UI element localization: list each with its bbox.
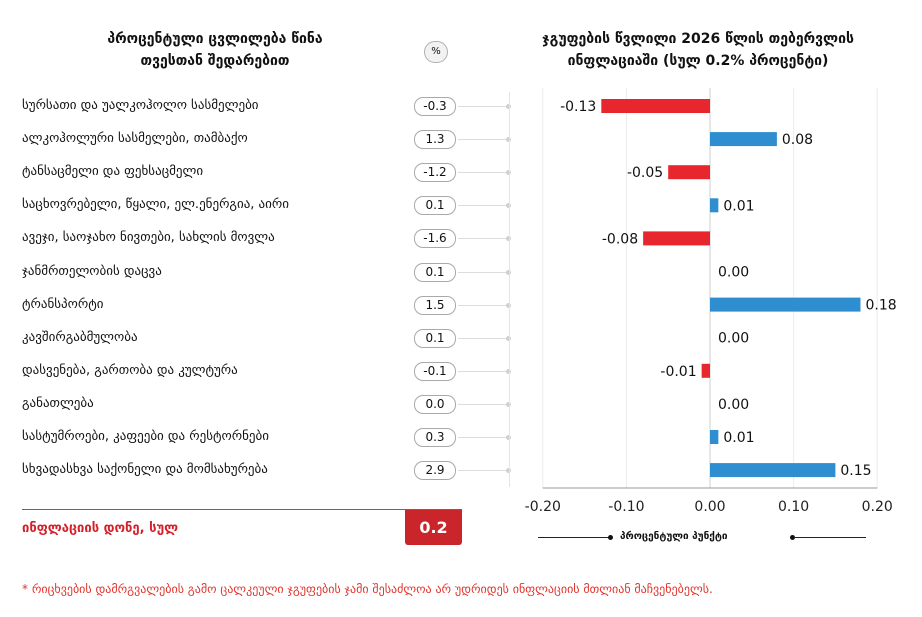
bar	[710, 198, 719, 213]
bar	[701, 363, 710, 378]
chart-title-line1: ჯგუფების წვლილი 2026 წლის თებერვლის	[542, 31, 854, 47]
category-label: სურსათი და უალკოჰოლო სასმელები	[22, 98, 259, 113]
total-value-box: 0.2	[405, 510, 462, 545]
axis-caption-dot-left	[608, 535, 613, 540]
x-tick-label: -0.10	[608, 499, 644, 515]
x-tick-label: 0.20	[862, 499, 893, 515]
row-connector-dot	[506, 236, 511, 242]
bar-value-label: 0.15	[840, 463, 871, 479]
row-connector	[458, 106, 510, 107]
row-connector	[458, 370, 510, 372]
bar-value-label: 0.00	[718, 397, 749, 413]
category-label: ტრანსპორტი	[22, 296, 104, 312]
row-connector-dot	[506, 368, 511, 374]
chart-title: ჯგუფების წვლილი 2026 წლის თებერვლის ინფლ…	[508, 28, 888, 72]
row-connector-dot	[506, 203, 511, 209]
panel-separator	[509, 92, 510, 487]
left-panel-title: პროცენტული ცვლილება წინა თვესთან შედარებ…	[40, 28, 390, 72]
monthly-change-value: -1.6	[414, 229, 456, 249]
row-connector-dot	[506, 435, 511, 440]
row-connector-dot	[506, 104, 511, 109]
category-label: ავეჯი, საოჯახო ნივთები, სახლის მოვლა	[22, 230, 275, 246]
axis-caption-line-left	[538, 537, 612, 538]
row-connector-dot	[506, 170, 511, 176]
axis-caption-dot-right	[790, 535, 795, 540]
bar-value-label: 0.01	[723, 198, 754, 214]
row-connector	[458, 470, 510, 472]
bar-value-label: -0.01	[660, 364, 696, 380]
axis-caption-line-right	[794, 537, 866, 538]
bar-value-label: -0.13	[560, 99, 596, 115]
bar	[668, 165, 710, 180]
category-label: საცხოვრებელი, წყალი, ელ.ენერგია, აირი	[22, 197, 289, 213]
total-divider	[22, 509, 462, 510]
category-label: სხვადასხვა საქონელი და მომსახურება	[22, 462, 268, 478]
footnote: * რიცხვების დამრგვალების გამო ცალკეული ჯ…	[22, 582, 713, 596]
x-axis-caption: პროცენტული პუნქტი	[620, 531, 728, 542]
percent-badge: %	[424, 41, 448, 63]
bar-value-label: 0.18	[865, 298, 896, 314]
monthly-change-value: 2.9	[414, 461, 456, 481]
bar-value-label: -0.05	[627, 165, 663, 181]
monthly-change-value: 0.3	[414, 428, 456, 447]
chart-title-line2: ინფლაციაში (სულ 0.2% პროცენტი)	[567, 53, 829, 69]
category-label: ჯანმრთელობის დაცვა	[22, 263, 162, 279]
row-connector	[458, 337, 510, 339]
category-label: სასტუმროები, კაფეები და რესტორნები	[22, 429, 269, 444]
bar-value-label: 0.08	[782, 132, 813, 148]
left-title-line2: თვესთან შედარებით	[140, 53, 290, 69]
row-connector-dot	[506, 137, 511, 143]
monthly-change-value: 0.1	[414, 262, 456, 282]
row-connector-dot	[506, 335, 511, 341]
row-connector	[458, 437, 510, 438]
x-tick-label: -0.20	[525, 499, 561, 515]
row-connector	[458, 304, 510, 306]
row-connector-dot	[506, 401, 511, 407]
bar	[710, 132, 777, 147]
bar-value-label: 0.00	[718, 265, 749, 281]
monthly-change-value: 0.0	[414, 394, 456, 414]
monthly-change-value: 1.5	[414, 295, 456, 315]
category-label: კავშირგაბმულობა	[22, 329, 138, 345]
row-connector	[458, 238, 510, 240]
left-title-line1: პროცენტული ცვლილება წინა	[107, 31, 323, 47]
bar-value-label: -0.08	[602, 231, 638, 247]
bar	[710, 430, 719, 444]
bar	[710, 463, 836, 478]
row-connector	[458, 139, 510, 141]
category-label: ტანსაცმელი და ფეხსაცმელი	[22, 164, 204, 180]
x-tick-label: 0.10	[778, 499, 809, 515]
bar-value-label: 0.01	[723, 430, 754, 446]
row-connector-dot	[506, 302, 511, 308]
monthly-change-value: -0.1	[414, 361, 456, 381]
row-connector	[458, 403, 510, 405]
category-label: დასვენება, გართობა და კულტურა	[22, 362, 238, 378]
total-label: ინფლაციის დონე, სულ	[22, 521, 179, 536]
row-connector	[458, 172, 510, 174]
bar	[601, 99, 710, 113]
monthly-change-value: -0.3	[414, 97, 456, 116]
row-connector-dot	[506, 269, 511, 275]
row-connector-dot	[506, 468, 511, 474]
bar	[643, 231, 710, 246]
monthly-change-value: 0.1	[414, 328, 456, 348]
monthly-change-value: 1.3	[414, 130, 456, 150]
monthly-change-value: -1.2	[414, 163, 456, 183]
bar	[710, 297, 861, 312]
monthly-change-value: 0.1	[414, 196, 456, 216]
x-tick-label: 0.00	[694, 499, 725, 515]
row-connector	[458, 271, 510, 273]
row-connector	[458, 205, 510, 207]
category-label: განათლება	[22, 395, 94, 411]
bar-value-label: 0.00	[718, 331, 749, 347]
category-label: ალკოჰოლური სასმელები, თამბაქო	[22, 131, 248, 147]
